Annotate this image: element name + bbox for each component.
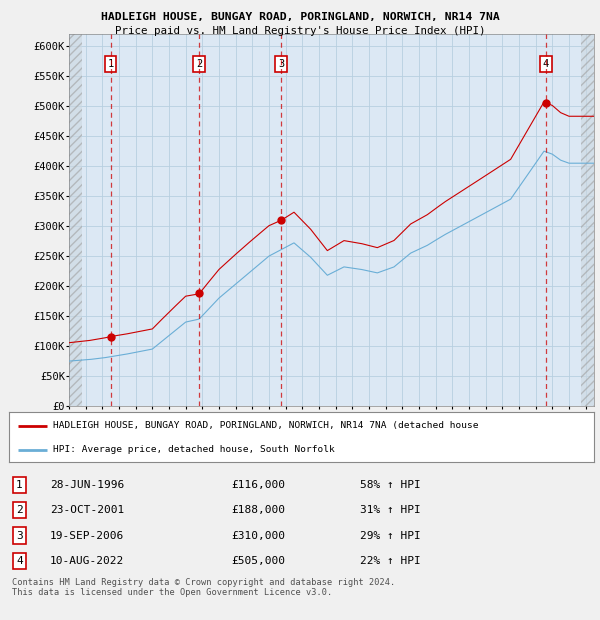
Bar (581, 34, 594, 406)
Text: 58% ↑ HPI: 58% ↑ HPI (360, 480, 421, 490)
Text: HPI: Average price, detached house, South Norfolk: HPI: Average price, detached house, Sout… (53, 445, 335, 454)
Text: 23-OCT-2001: 23-OCT-2001 (50, 505, 124, 515)
Text: 2: 2 (16, 505, 23, 515)
Text: HADLEIGH HOUSE, BUNGAY ROAD, PORINGLAND, NORWICH, NR14 7NA: HADLEIGH HOUSE, BUNGAY ROAD, PORINGLAND,… (101, 12, 499, 22)
Text: Price paid vs. HM Land Registry's House Price Index (HPI): Price paid vs. HM Land Registry's House … (115, 26, 485, 36)
Text: £116,000: £116,000 (232, 480, 286, 490)
Text: £188,000: £188,000 (232, 505, 286, 515)
Text: 29% ↑ HPI: 29% ↑ HPI (360, 531, 421, 541)
Text: 28-JUN-1996: 28-JUN-1996 (50, 480, 124, 490)
Text: 4: 4 (16, 556, 23, 566)
Text: 10-AUG-2022: 10-AUG-2022 (50, 556, 124, 566)
Text: 1: 1 (16, 480, 23, 490)
Bar (69, 34, 82, 406)
Text: Contains HM Land Registry data © Crown copyright and database right 2024.
This d: Contains HM Land Registry data © Crown c… (12, 578, 395, 597)
Text: £505,000: £505,000 (232, 556, 286, 566)
Text: 2: 2 (196, 59, 202, 69)
Text: 3: 3 (278, 59, 284, 69)
Text: 19-SEP-2006: 19-SEP-2006 (50, 531, 124, 541)
Text: 4: 4 (543, 59, 549, 69)
Text: £310,000: £310,000 (232, 531, 286, 541)
Text: 3: 3 (16, 531, 23, 541)
Text: 31% ↑ HPI: 31% ↑ HPI (360, 505, 421, 515)
Text: 1: 1 (107, 59, 113, 69)
Text: HADLEIGH HOUSE, BUNGAY ROAD, PORINGLAND, NORWICH, NR14 7NA (detached house: HADLEIGH HOUSE, BUNGAY ROAD, PORINGLAND,… (53, 421, 478, 430)
Text: 22% ↑ HPI: 22% ↑ HPI (360, 556, 421, 566)
